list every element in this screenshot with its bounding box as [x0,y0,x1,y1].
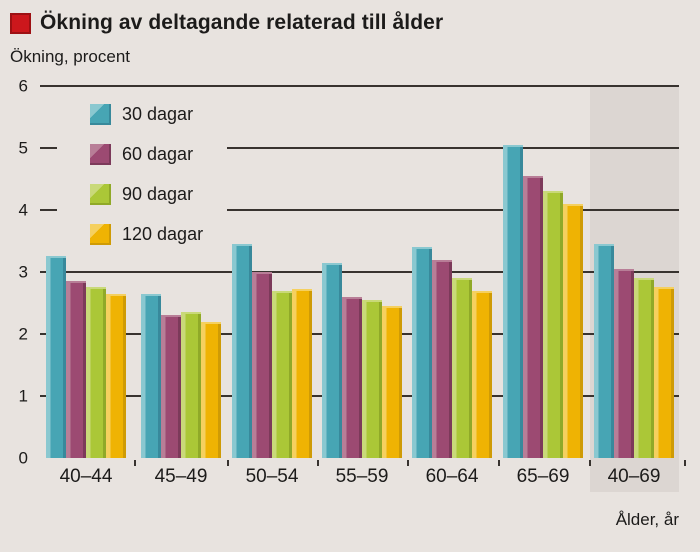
y-axis-label-3: 3 [18,262,28,282]
x-axis-label-40–69: 40–69 [607,466,661,487]
bar-60–64-30-dagar [412,247,432,458]
bar-55–59-90-dagar [362,300,382,458]
x-axis-label-60–64: 60–64 [425,466,479,487]
x-axis-label-50–54: 50–54 [245,466,299,487]
legend-item-60-dagar: 60 dagar [90,144,203,165]
legend-label: 60 dagar [122,144,194,164]
legend-item-90-dagar: 90 dagar [90,184,203,205]
y-axis-label-1: 1 [18,386,28,406]
bar-55–59-120-dagar [382,306,402,458]
legend-label: 90 dagar [122,184,194,204]
x-axis-tick [407,460,409,466]
legend-swatch-icon [90,104,111,125]
bar-65–69-120-dagar [563,204,583,458]
legend-swatch-icon [90,224,111,245]
legend-swatch-icon [90,184,111,205]
bar-40–44-90-dagar [86,287,106,458]
y-axis-label-6: 6 [18,76,28,96]
legend-label: 30 dagar [122,104,194,124]
x-axis-tick [134,460,136,466]
bar-50–54-30-dagar [232,244,252,458]
y-axis-label-4: 4 [18,200,28,220]
gridline-4 [40,209,679,211]
bar-45–49-60-dagar [161,315,181,458]
bar-65–69-90-dagar [543,191,563,458]
gridline-6 [40,85,679,87]
gridline-3 [40,271,679,273]
y-axis-label-0: 0 [18,448,28,468]
bar-50–54-120-dagar [292,289,312,458]
x-axis-tick [317,460,319,466]
bar-40–69-60-dagar [614,269,634,458]
legend: 30 dagar 60 dagar 90 dagar 120 dagar [57,101,228,251]
bar-45–49-30-dagar [141,294,161,458]
bar-45–49-120-dagar [201,322,221,458]
bar-50–54-90-dagar [272,291,292,458]
x-axis-label-40–44: 40–44 [59,466,113,487]
legend-swatch-icon [90,144,111,165]
bar-55–59-30-dagar [322,263,342,458]
bar-40–44-60-dagar [66,281,86,458]
y-axis-label-2: 2 [18,324,28,344]
x-axis-label-55–59: 55–59 [335,466,389,487]
x-axis-tick [227,460,229,466]
legend-item-120-dagar: 120 dagar [90,224,203,245]
bar-50–54-60-dagar [252,272,272,458]
x-axis-label-45–49: 45–49 [154,466,208,487]
y-axis-label-5: 5 [18,138,28,158]
chart-title: Ökning av deltagande relaterad till ålde… [40,11,444,34]
bar-45–49-90-dagar [181,312,201,458]
y-axis-unit-label: Ökning, procent [10,47,131,66]
legend-label: 120 dagar [122,224,204,244]
x-axis-title: Ålder, år [615,510,679,529]
bar-60–64-60-dagar [432,260,452,458]
x-axis-label-65–69: 65–69 [516,466,570,487]
bar-65–69-60-dagar [523,176,543,458]
gridline-5 [40,147,679,149]
bar-60–64-120-dagar [472,291,492,458]
x-axis-tick [498,460,500,466]
chart-header: Ökning av deltagande relaterad till ålde… [10,11,443,35]
bar-65–69-30-dagar [503,145,523,458]
legend-item-30-dagar: 30 dagar [90,104,203,125]
bar-40–69-90-dagar [634,278,654,458]
title-bullet-icon [10,12,31,34]
bar-60–64-90-dagar [452,278,472,458]
bar-55–59-60-dagar [342,297,362,458]
bar-40–44-30-dagar [46,256,66,458]
bar-40–69-120-dagar [654,287,674,458]
x-axis-tick [684,460,686,466]
x-axis-tick [589,460,591,466]
bar-40–69-30-dagar [594,244,614,458]
bar-40–44-120-dagar [106,294,126,458]
